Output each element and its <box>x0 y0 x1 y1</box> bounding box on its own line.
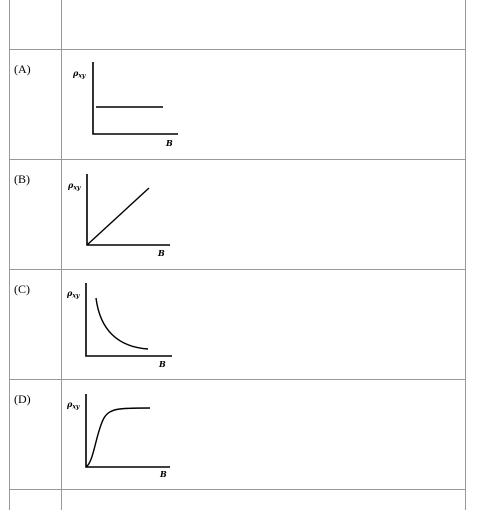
table-grid <box>9 0 466 510</box>
row-label: (D) <box>14 392 31 406</box>
label-part: ρ <box>67 180 74 190</box>
x-axis-label: B <box>159 469 167 479</box>
label-part: xy <box>71 293 80 300</box>
x-axis-label: B <box>157 248 165 258</box>
label-part: ρ <box>66 399 73 409</box>
y-axis-label: ρxy <box>67 180 81 192</box>
graph: ρxy B <box>66 394 170 479</box>
graph: ρxy B <box>66 283 172 369</box>
graph: ρxy B <box>67 174 170 258</box>
y-axis-label: ρxy <box>72 68 86 80</box>
x-axis-label: B <box>158 359 166 369</box>
graph: ρxy B <box>72 62 178 148</box>
row-label: (C) <box>14 282 30 296</box>
label-part: xy <box>77 73 86 80</box>
x-axis-label: B <box>165 138 173 148</box>
label-part: ρ <box>66 288 73 298</box>
label-part: ρ <box>72 68 79 78</box>
row-label: (B) <box>14 172 30 186</box>
label-part: xy <box>72 185 81 192</box>
y-axis-label: ρxy <box>66 288 80 300</box>
row-label: (A) <box>14 62 31 76</box>
label-part: xy <box>71 404 80 411</box>
y-axis-label: ρxy <box>66 399 80 411</box>
